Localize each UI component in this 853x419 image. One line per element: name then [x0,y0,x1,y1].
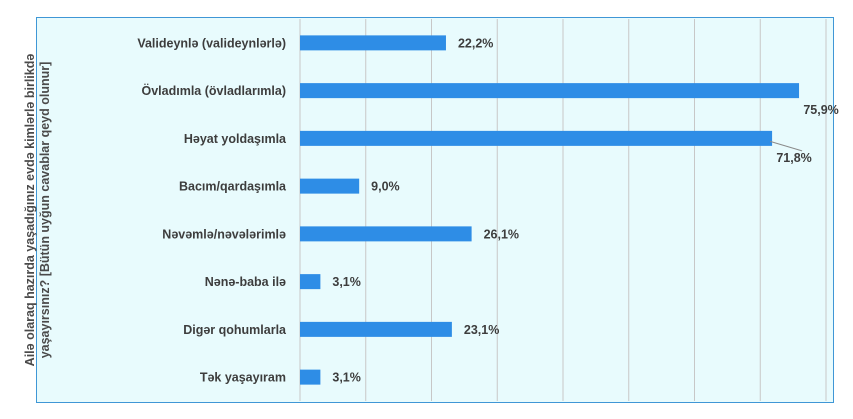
category-label: Övladımla (övladlarımla) [142,83,287,98]
bar [300,321,452,337]
data-label: 71,8% [776,151,811,165]
bar [300,226,472,242]
category-label: Həyat yoldaşımla [184,132,287,146]
data-label: 3,1% [332,371,361,385]
bar [300,178,360,194]
data-label: 22,2% [458,36,493,50]
bar [300,274,321,290]
data-label: 3,1% [332,275,361,289]
chart-frame [36,17,834,403]
bar [300,35,446,51]
bars [300,35,800,385]
category-labels: Valideynlə (valideynlərlə) Övladımla (övl… [137,36,287,384]
bar [300,83,800,99]
category-label: Valideynlə (valideynlərlə) [137,36,286,50]
category-label: Nənə-baba ilə [205,275,286,289]
data-label: 23,1% [464,323,499,337]
data-label: 75,9% [803,103,838,117]
category-label: Tək yaşayıram [200,371,286,385]
category-label: Bacım/qardaşımla [179,180,287,194]
bar [300,369,321,385]
bar [300,130,773,146]
data-label: 9,0% [371,180,400,194]
data-label: 26,1% [484,227,519,241]
value-labels: 22,2% 75,9% 71,8% 9,0% 26,1% 3,1% 23,1% 3,1% [332,36,838,384]
category-label: Digər qohumlarla [183,323,287,337]
leader-line [769,140,803,152]
gridlines [299,19,827,401]
category-label: Nəvəmlə/nəvələrimlə [162,227,286,241]
